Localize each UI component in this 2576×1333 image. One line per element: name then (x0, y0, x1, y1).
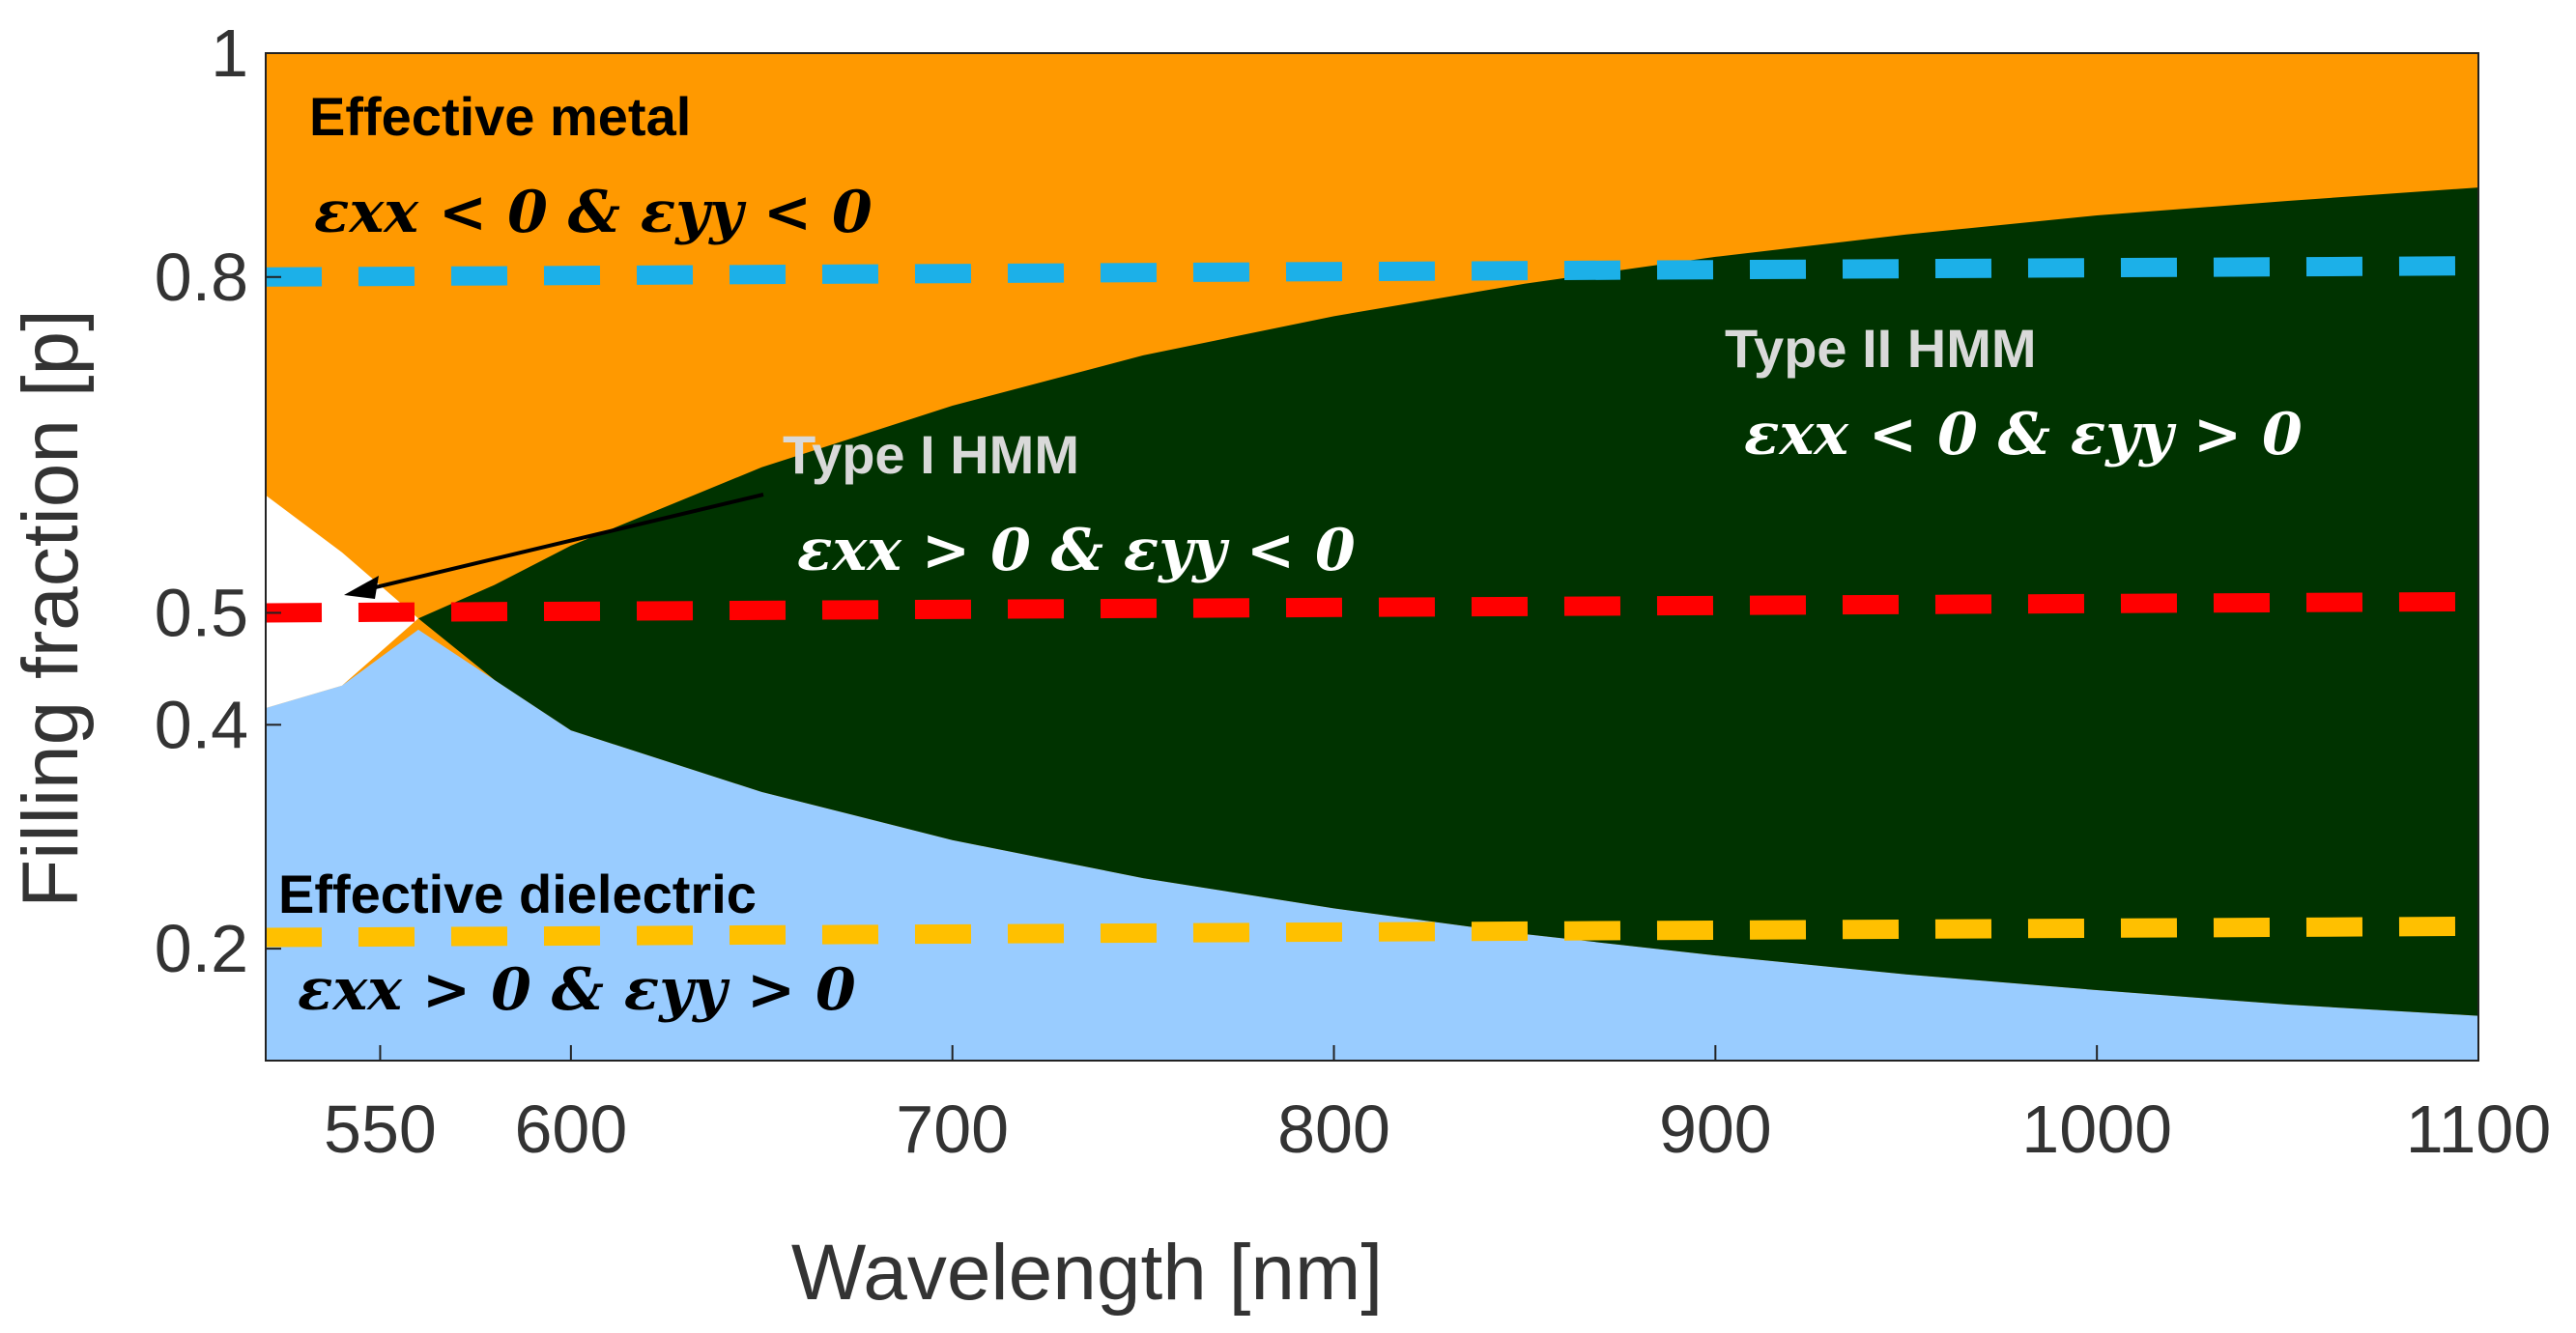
annotation-type2-condition: εxx < 0 & εyy > 0 (1744, 401, 2303, 468)
y-tick-label: 0.2 (155, 911, 248, 986)
x-tick-label: 600 (514, 1092, 627, 1167)
annotation-metal-condition: εxx < 0 & εyy < 0 (314, 179, 873, 246)
type-i-arrow-line (358, 493, 764, 593)
region-effective-dielectric (266, 629, 2478, 1061)
y-axis-ticks: 0.2 0.4 0.5 0.8 1 (155, 15, 281, 986)
annotation-dielectric-condition: εxx > 0 & εyy > 0 (298, 956, 856, 1024)
x-tick-label: 1000 (2021, 1092, 2172, 1167)
region-type-ii-hmm (417, 187, 2478, 1016)
y-axis-title: Filling fraction [p] (7, 309, 95, 908)
regions-layer (266, 53, 2478, 1061)
x-tick-label: 900 (1659, 1092, 1772, 1167)
annotation-type2-title: Type II HMM (1725, 318, 2037, 379)
region-annotations: Effective metal εxx < 0 & εyy < 0 Type I H… (278, 86, 2303, 1024)
x-axis-ticks: 550 600 700 800 900 1000 1100 (324, 1045, 2551, 1167)
annotation-type1-title: Type I HMM (783, 424, 1079, 485)
y-tick-label: 0.8 (155, 240, 248, 315)
annotation-metal-title: Effective metal (309, 86, 691, 147)
plot-frame (265, 52, 2479, 1062)
type-i-arrow-head (344, 576, 379, 599)
x-tick-label: 1100 (2406, 1092, 2552, 1167)
y-tick-label: 0.4 (155, 687, 248, 762)
annotation-dielectric-title: Effective dielectric (278, 864, 757, 924)
x-tick-label: 800 (1277, 1092, 1390, 1167)
y-tick-label: 1 (211, 15, 248, 91)
y-tick-label: 0.5 (155, 575, 248, 650)
x-tick-label: 550 (324, 1092, 437, 1167)
x-axis-title: Wavelength [nm] (791, 1229, 1383, 1317)
x-tick-label: 700 (896, 1092, 1009, 1167)
region-type-i-hmm (266, 495, 418, 708)
annotation-type1-condition: εxx > 0 & εyy < 0 (797, 517, 1356, 584)
